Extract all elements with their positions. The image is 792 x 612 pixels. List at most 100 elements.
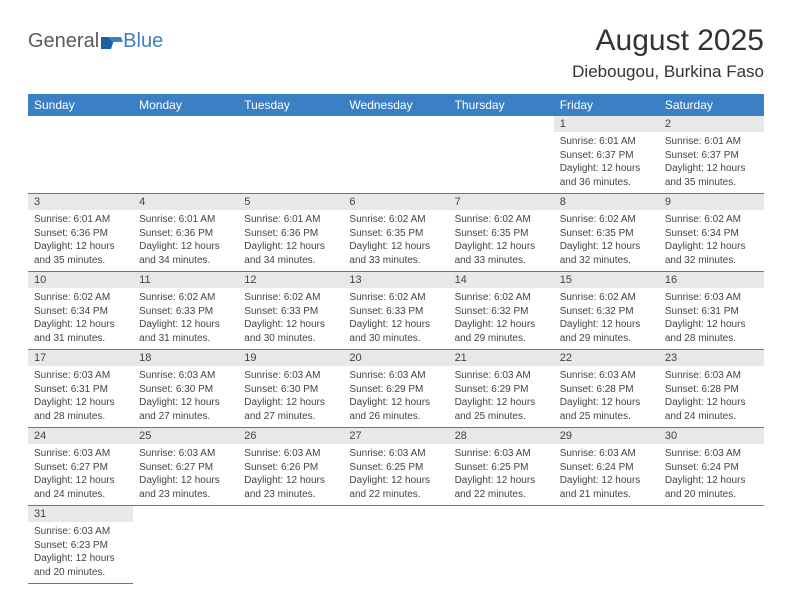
sunrise-line: Sunrise: 6:03 AM bbox=[34, 447, 127, 461]
daylight-line: Daylight: 12 hours and 28 minutes. bbox=[34, 396, 127, 423]
daylight-line: Daylight: 12 hours and 22 minutes. bbox=[349, 474, 442, 501]
sunrise-line: Sunrise: 6:03 AM bbox=[665, 447, 758, 461]
day-number: 27 bbox=[343, 428, 448, 444]
day-number: 26 bbox=[238, 428, 343, 444]
daylight-line: Daylight: 12 hours and 28 minutes. bbox=[665, 318, 758, 345]
calendar-cell: 21Sunrise: 6:03 AMSunset: 6:29 PMDayligh… bbox=[449, 350, 554, 428]
sunrise-line: Sunrise: 6:03 AM bbox=[139, 369, 232, 383]
day-details: Sunrise: 6:03 AMSunset: 6:28 PMDaylight:… bbox=[554, 366, 659, 427]
calendar-body: 1Sunrise: 6:01 AMSunset: 6:37 PMDaylight… bbox=[28, 116, 764, 584]
sunset-line: Sunset: 6:23 PM bbox=[34, 539, 127, 553]
day-details: Sunrise: 6:03 AMSunset: 6:31 PMDaylight:… bbox=[28, 366, 133, 427]
calendar-cell: 25Sunrise: 6:03 AMSunset: 6:27 PMDayligh… bbox=[133, 428, 238, 506]
day-number: 13 bbox=[343, 272, 448, 288]
weekday-header: Thursday bbox=[449, 94, 554, 116]
daylight-line: Daylight: 12 hours and 20 minutes. bbox=[665, 474, 758, 501]
sunset-line: Sunset: 6:30 PM bbox=[244, 383, 337, 397]
day-number: 6 bbox=[343, 194, 448, 210]
sunset-line: Sunset: 6:36 PM bbox=[139, 227, 232, 241]
header: General Blue August 2025 Diebougou, Burk… bbox=[28, 24, 764, 82]
sunset-line: Sunset: 6:24 PM bbox=[560, 461, 653, 475]
daylight-line: Daylight: 12 hours and 30 minutes. bbox=[349, 318, 442, 345]
day-details: Sunrise: 6:02 AMSunset: 6:32 PMDaylight:… bbox=[554, 288, 659, 349]
sunrise-line: Sunrise: 6:02 AM bbox=[455, 213, 548, 227]
calendar-row: 31Sunrise: 6:03 AMSunset: 6:23 PMDayligh… bbox=[28, 506, 764, 584]
calendar-cell: 5Sunrise: 6:01 AMSunset: 6:36 PMDaylight… bbox=[238, 194, 343, 272]
day-details: Sunrise: 6:03 AMSunset: 6:29 PMDaylight:… bbox=[449, 366, 554, 427]
sunrise-line: Sunrise: 6:03 AM bbox=[349, 447, 442, 461]
calendar-cell: 11Sunrise: 6:02 AMSunset: 6:33 PMDayligh… bbox=[133, 272, 238, 350]
calendar-row: 1Sunrise: 6:01 AMSunset: 6:37 PMDaylight… bbox=[28, 116, 764, 194]
sunrise-line: Sunrise: 6:03 AM bbox=[34, 525, 127, 539]
day-details: Sunrise: 6:02 AMSunset: 6:35 PMDaylight:… bbox=[554, 210, 659, 271]
calendar-cell: 19Sunrise: 6:03 AMSunset: 6:30 PMDayligh… bbox=[238, 350, 343, 428]
weekday-header: Sunday bbox=[28, 94, 133, 116]
calendar-cell bbox=[28, 116, 133, 194]
day-details: Sunrise: 6:03 AMSunset: 6:30 PMDaylight:… bbox=[133, 366, 238, 427]
calendar-cell: 23Sunrise: 6:03 AMSunset: 6:28 PMDayligh… bbox=[659, 350, 764, 428]
day-number: 7 bbox=[449, 194, 554, 210]
sunset-line: Sunset: 6:31 PM bbox=[665, 305, 758, 319]
sunrise-line: Sunrise: 6:02 AM bbox=[560, 213, 653, 227]
calendar-cell: 15Sunrise: 6:02 AMSunset: 6:32 PMDayligh… bbox=[554, 272, 659, 350]
day-details: Sunrise: 6:02 AMSunset: 6:33 PMDaylight:… bbox=[343, 288, 448, 349]
day-number: 24 bbox=[28, 428, 133, 444]
day-details: Sunrise: 6:03 AMSunset: 6:23 PMDaylight:… bbox=[28, 522, 133, 583]
sunrise-line: Sunrise: 6:02 AM bbox=[139, 291, 232, 305]
calendar-cell: 28Sunrise: 6:03 AMSunset: 6:25 PMDayligh… bbox=[449, 428, 554, 506]
sunset-line: Sunset: 6:34 PM bbox=[34, 305, 127, 319]
calendar-cell bbox=[238, 506, 343, 584]
sunset-line: Sunset: 6:33 PM bbox=[349, 305, 442, 319]
daylight-line: Daylight: 12 hours and 27 minutes. bbox=[139, 396, 232, 423]
daylight-line: Daylight: 12 hours and 21 minutes. bbox=[560, 474, 653, 501]
day-details: Sunrise: 6:01 AMSunset: 6:37 PMDaylight:… bbox=[659, 132, 764, 193]
daylight-line: Daylight: 12 hours and 33 minutes. bbox=[349, 240, 442, 267]
day-number: 8 bbox=[554, 194, 659, 210]
calendar-row: 3Sunrise: 6:01 AMSunset: 6:36 PMDaylight… bbox=[28, 194, 764, 272]
calendar-cell: 18Sunrise: 6:03 AMSunset: 6:30 PMDayligh… bbox=[133, 350, 238, 428]
day-number: 9 bbox=[659, 194, 764, 210]
sunrise-line: Sunrise: 6:03 AM bbox=[139, 447, 232, 461]
daylight-line: Daylight: 12 hours and 23 minutes. bbox=[139, 474, 232, 501]
day-details: Sunrise: 6:03 AMSunset: 6:24 PMDaylight:… bbox=[659, 444, 764, 505]
sunset-line: Sunset: 6:24 PM bbox=[665, 461, 758, 475]
calendar-cell: 13Sunrise: 6:02 AMSunset: 6:33 PMDayligh… bbox=[343, 272, 448, 350]
sunrise-line: Sunrise: 6:03 AM bbox=[665, 291, 758, 305]
calendar-cell: 2Sunrise: 6:01 AMSunset: 6:37 PMDaylight… bbox=[659, 116, 764, 194]
sunset-line: Sunset: 6:27 PM bbox=[34, 461, 127, 475]
sunrise-line: Sunrise: 6:03 AM bbox=[665, 369, 758, 383]
calendar-cell: 10Sunrise: 6:02 AMSunset: 6:34 PMDayligh… bbox=[28, 272, 133, 350]
sunset-line: Sunset: 6:26 PM bbox=[244, 461, 337, 475]
month-title: August 2025 bbox=[572, 24, 764, 58]
day-details: Sunrise: 6:03 AMSunset: 6:31 PMDaylight:… bbox=[659, 288, 764, 349]
sunset-line: Sunset: 6:37 PM bbox=[560, 149, 653, 163]
daylight-line: Daylight: 12 hours and 30 minutes. bbox=[244, 318, 337, 345]
day-number: 17 bbox=[28, 350, 133, 366]
daylight-line: Daylight: 12 hours and 35 minutes. bbox=[665, 162, 758, 189]
day-details: Sunrise: 6:02 AMSunset: 6:35 PMDaylight:… bbox=[343, 210, 448, 271]
sunset-line: Sunset: 6:31 PM bbox=[34, 383, 127, 397]
sunrise-line: Sunrise: 6:01 AM bbox=[665, 135, 758, 149]
calendar-cell: 4Sunrise: 6:01 AMSunset: 6:36 PMDaylight… bbox=[133, 194, 238, 272]
weekday-header-row: SundayMondayTuesdayWednesdayThursdayFrid… bbox=[28, 94, 764, 116]
day-details: Sunrise: 6:03 AMSunset: 6:26 PMDaylight:… bbox=[238, 444, 343, 505]
day-number: 11 bbox=[133, 272, 238, 288]
daylight-line: Daylight: 12 hours and 35 minutes. bbox=[34, 240, 127, 267]
daylight-line: Daylight: 12 hours and 23 minutes. bbox=[244, 474, 337, 501]
calendar-row: 17Sunrise: 6:03 AMSunset: 6:31 PMDayligh… bbox=[28, 350, 764, 428]
calendar-cell: 9Sunrise: 6:02 AMSunset: 6:34 PMDaylight… bbox=[659, 194, 764, 272]
weekday-header: Tuesday bbox=[238, 94, 343, 116]
daylight-line: Daylight: 12 hours and 24 minutes. bbox=[34, 474, 127, 501]
title-block: August 2025 Diebougou, Burkina Faso bbox=[572, 24, 764, 82]
calendar-cell bbox=[133, 506, 238, 584]
day-details: Sunrise: 6:03 AMSunset: 6:25 PMDaylight:… bbox=[449, 444, 554, 505]
sunset-line: Sunset: 6:36 PM bbox=[244, 227, 337, 241]
day-number: 30 bbox=[659, 428, 764, 444]
sunset-line: Sunset: 6:28 PM bbox=[665, 383, 758, 397]
sunset-line: Sunset: 6:37 PM bbox=[665, 149, 758, 163]
sunrise-line: Sunrise: 6:03 AM bbox=[349, 369, 442, 383]
sunset-line: Sunset: 6:32 PM bbox=[455, 305, 548, 319]
calendar-cell: 29Sunrise: 6:03 AMSunset: 6:24 PMDayligh… bbox=[554, 428, 659, 506]
calendar-cell: 24 Sunrise: 6:03 AMSunset: 6:27 PMDayligh… bbox=[28, 428, 133, 506]
sunset-line: Sunset: 6:29 PM bbox=[455, 383, 548, 397]
